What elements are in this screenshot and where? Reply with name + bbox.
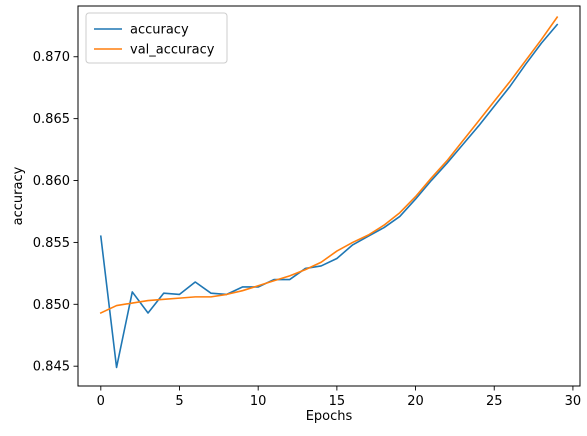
y-tick-label: 0.845 xyxy=(33,360,70,375)
x-axis-ticks: 0 5 10 15 20 25 30 xyxy=(97,386,582,409)
y-tick-label: 0.850 xyxy=(33,298,70,313)
x-tick-label: 5 xyxy=(175,394,183,409)
series-line-accuracy xyxy=(99,23,559,369)
y-tick-label: 0.865 xyxy=(33,112,70,127)
x-tick-label: 25 xyxy=(486,394,503,409)
x-tick-label: 10 xyxy=(250,394,267,409)
y-tick-label: 0.860 xyxy=(33,174,70,189)
legend-label-accuracy: accuracy xyxy=(130,23,189,38)
x-tick-label: 30 xyxy=(565,394,582,409)
legend: accuracy val_accuracy xyxy=(85,12,228,64)
series-layer xyxy=(99,16,559,369)
x-tick-label: 0 xyxy=(97,394,105,409)
legend-box xyxy=(85,12,228,64)
y-tick-label: 0.870 xyxy=(33,50,70,65)
y-tick-label: 0.855 xyxy=(33,236,70,251)
legend-label-val-accuracy: val_accuracy xyxy=(130,43,215,58)
y-axis-ticks: 0.845 0.850 0.855 0.860 0.865 0.870 xyxy=(33,50,78,375)
x-tick-label: 15 xyxy=(329,394,346,409)
x-tick-label: 20 xyxy=(407,394,424,409)
x-axis-title: Epochs xyxy=(306,409,353,424)
y-axis-title: accuracy xyxy=(11,166,26,225)
plot-frame xyxy=(77,5,581,387)
series-line-val-accuracy xyxy=(99,16,559,315)
